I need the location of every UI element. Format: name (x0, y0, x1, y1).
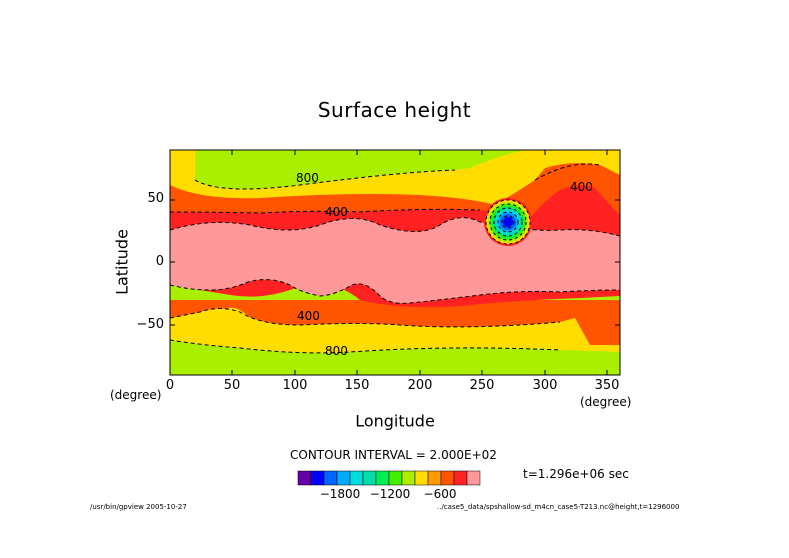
y-axis-unit: (degree) (110, 388, 162, 402)
contour-label: 800 (296, 171, 319, 185)
chart-title: Surface height (317, 98, 472, 122)
x-axis-label: Longitude (355, 411, 435, 431)
footer-left: /usr/bin/gpview 2005-10-27 (90, 503, 187, 511)
colorbar-swatch (336, 470, 351, 486)
colorbar-swatch (453, 470, 468, 486)
colorbar-swatch (323, 470, 338, 486)
contour-label: 400 (325, 205, 348, 219)
x-tick-label: 0 (165, 378, 175, 393)
x-tick-label: 350 (594, 378, 620, 393)
contour-fill (170, 150, 620, 375)
contour-label: 400 (297, 309, 320, 323)
colorbar-swatch (375, 470, 390, 486)
colorbar-swatch (388, 470, 403, 486)
colorbar-swatch (297, 470, 312, 486)
low-pressure-vortex (484, 198, 532, 246)
contour-line (170, 217, 620, 237)
contour-line (534, 163, 601, 181)
contour-band-400-south (170, 300, 620, 345)
colorbar-tick-label: −1200 (369, 487, 411, 501)
x-tick-label: 100 (282, 378, 308, 393)
y-tick-label: −50 (136, 317, 164, 332)
colorbar-swatch (349, 470, 364, 486)
colorbar-swatch (440, 470, 455, 486)
axis-ticks (169, 150, 620, 375)
contour-line (170, 339, 561, 354)
contour-label: 800 (325, 344, 348, 358)
colorbar-tick-label: −600 (423, 487, 457, 501)
contour-interval-label: CONTOUR INTERVAL = 2.000E+02 (290, 448, 497, 462)
y-tick-label: 0 (155, 254, 164, 269)
x-tick-label: 50 (223, 378, 241, 393)
contour-band-400-south-bump (200, 307, 265, 345)
y-tick-label: 50 (147, 191, 164, 206)
x-tick-label: 250 (469, 378, 495, 393)
colorbar-tick-label: −1800 (319, 487, 361, 501)
colorbar-swatch (466, 470, 481, 486)
x-tick-label: 150 (344, 378, 370, 393)
x-axis-unit: (degree) (580, 395, 632, 409)
footer-right: ../case5_data/spshallow-sd_m4cn_case5-T2… (437, 503, 680, 511)
colorbar-swatch (362, 470, 377, 486)
contour-line (194, 169, 456, 190)
colorbar-swatch (401, 470, 416, 486)
colorbar-swatch (310, 470, 325, 486)
x-tick-label: 300 (532, 378, 558, 393)
time-label: t=1.296e+06 sec (523, 467, 629, 481)
contour-line (170, 208, 481, 214)
x-tick-label: 200 (407, 378, 433, 393)
contour-label: 400 (570, 180, 593, 194)
colorbar-swatch (427, 470, 442, 486)
colorbar-swatch (414, 470, 429, 486)
colorbar (297, 470, 481, 486)
